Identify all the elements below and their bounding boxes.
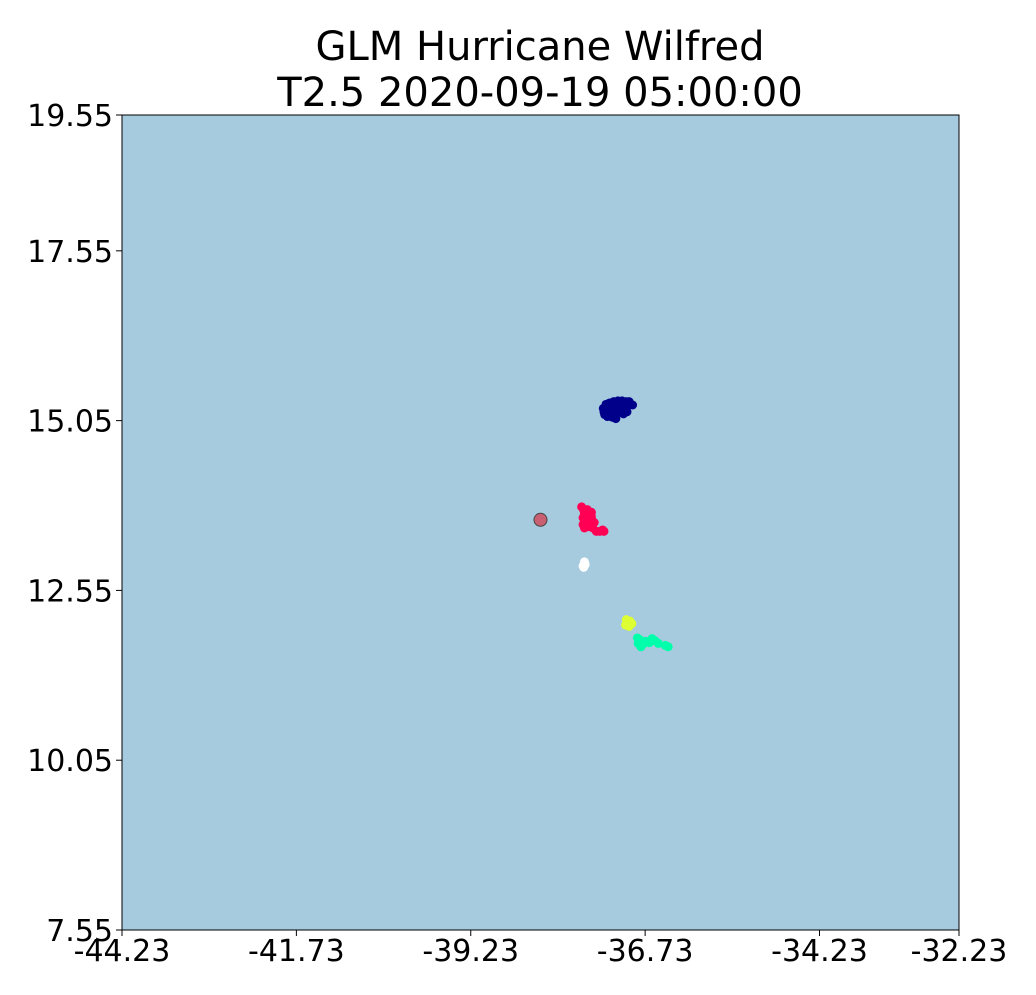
data-points <box>533 396 673 652</box>
x-tick-label-5: -32.23 <box>911 934 1008 969</box>
x-tick-label-1: -41.73 <box>248 934 345 969</box>
x-tick-label-0: -44.23 <box>74 934 171 969</box>
data-point-s4-9 <box>653 638 663 648</box>
data-point-s0-30 <box>611 414 621 424</box>
x-tick-label-4: -34.23 <box>771 934 868 969</box>
y-tick-label-5: 19.55 <box>27 99 113 134</box>
data-point-s4-11 <box>663 642 673 652</box>
axes: -44.23 -41.73 -39.23 -36.73 -34.23 -32.23 7.55… <box>27 99 1007 969</box>
chart-title-line2: T2.5 2020-09-19 05:00:00 <box>276 70 803 116</box>
y-tick-label-2: 12.55 <box>27 574 113 609</box>
x-tick-label-2: -39.23 <box>422 934 519 969</box>
y-tick-label-0: 7.55 <box>46 914 113 949</box>
data-point-s1-22 <box>599 526 609 536</box>
x-tick-label-3: -36.73 <box>597 934 694 969</box>
storm-center-marker <box>533 512 548 527</box>
data-point-s1-18 <box>589 518 599 527</box>
y-tick-label-1: 10.05 <box>27 744 113 779</box>
data-point-s2-3 <box>578 561 588 571</box>
y-tick-label-3: 15.05 <box>27 405 113 440</box>
data-point-s0-31 <box>618 408 628 418</box>
data-point-s3-5 <box>624 621 634 631</box>
y-tick-label-4: 17.55 <box>27 235 113 270</box>
chart-title-line1: GLM Hurricane Wilfred <box>316 24 765 70</box>
